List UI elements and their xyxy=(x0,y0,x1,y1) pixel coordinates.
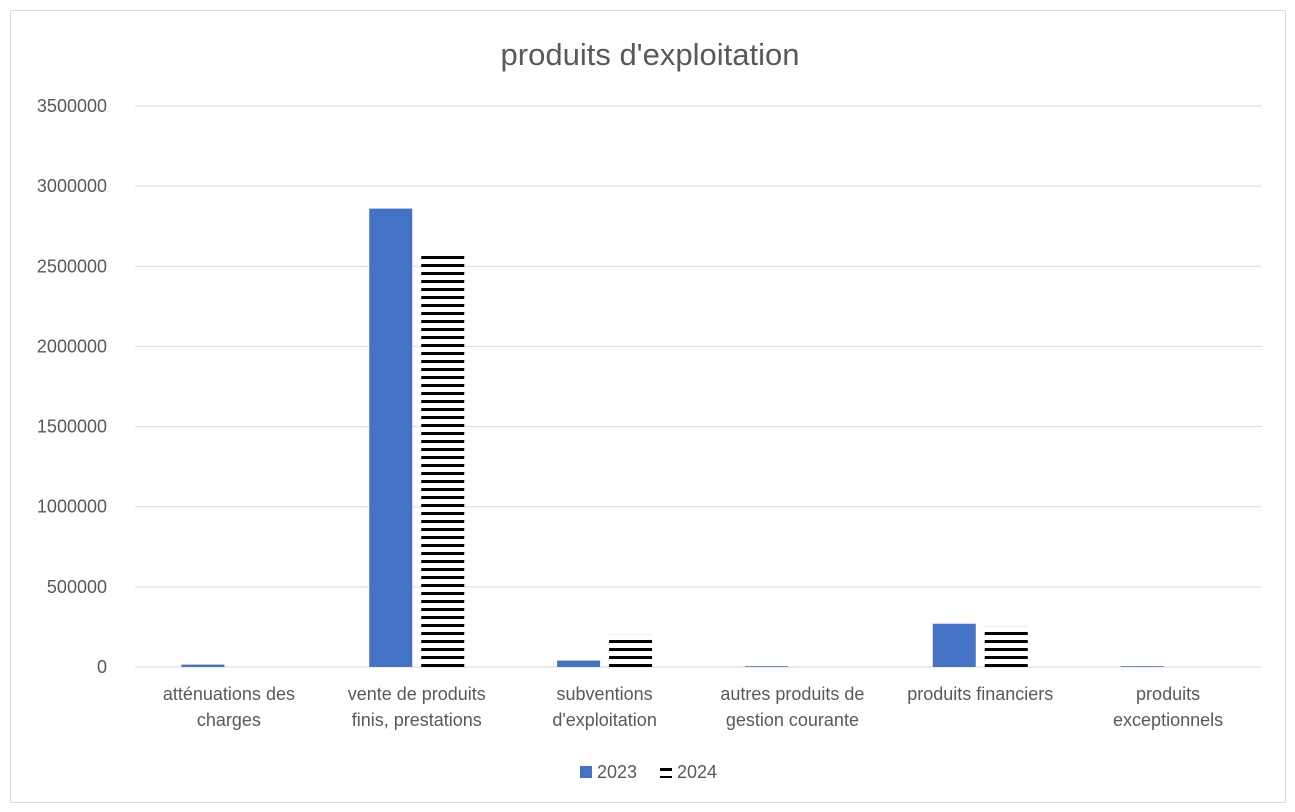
x-category-label: autres produits de xyxy=(720,684,864,704)
x-category-label: atténuations des xyxy=(163,684,295,704)
x-category-label: finis, prestations xyxy=(352,710,482,730)
x-category-label: vente de produits xyxy=(348,684,486,704)
y-tick-label: 500000 xyxy=(47,577,107,597)
x-category-label: produits financiers xyxy=(907,684,1053,704)
x-category-label: charges xyxy=(197,710,261,730)
y-axis-tick-labels: 0 500000 1000000 1500000 2000000 2500000 30000… xyxy=(37,96,107,677)
bars xyxy=(181,208,1164,668)
y-tick-label: 1000000 xyxy=(37,497,107,517)
legend-swatch-2023 xyxy=(580,766,592,778)
bar-2023-2 xyxy=(557,660,601,667)
legend-swatch-2024 xyxy=(660,766,672,778)
x-category-label: gestion courante xyxy=(726,710,859,730)
legend: 2023 2024 xyxy=(580,762,717,782)
x-category-label: d'exploitation xyxy=(552,710,657,730)
y-tick-label: 1500000 xyxy=(37,417,107,437)
legend-label-2024: 2024 xyxy=(677,762,717,782)
y-tick-label: 3000000 xyxy=(37,176,107,196)
chart-title: produits d'exploitation xyxy=(501,37,800,72)
x-category-label: subventions xyxy=(557,684,653,704)
bar-2024-1 xyxy=(421,251,465,668)
bar-2024-2 xyxy=(609,634,653,667)
x-category-label: produits xyxy=(1136,684,1200,704)
bar-2024-4 xyxy=(984,626,1028,667)
bar-2023-3 xyxy=(744,666,788,667)
x-category-label: exceptionnels xyxy=(1113,710,1223,730)
bar-2023-0 xyxy=(181,664,225,667)
bar-2023-4 xyxy=(932,623,976,667)
y-tick-label: 3500000 xyxy=(37,96,107,116)
chart-frame xyxy=(10,10,1286,803)
bar-2023-5 xyxy=(1120,666,1164,667)
grid-lines xyxy=(135,105,1262,668)
bar-2023-1 xyxy=(369,208,413,667)
x-axis-category-labels: atténuations des charges vente de produits… xyxy=(163,684,1223,730)
y-tick-label: 2500000 xyxy=(37,256,107,276)
y-tick-label: 0 xyxy=(97,657,107,677)
legend-label-2023: 2023 xyxy=(597,762,637,782)
y-tick-label: 2000000 xyxy=(37,336,107,356)
